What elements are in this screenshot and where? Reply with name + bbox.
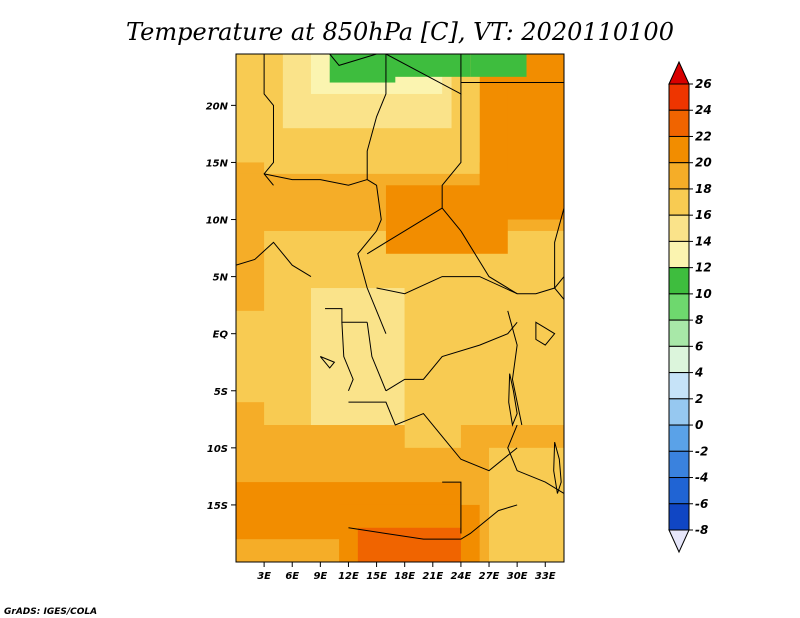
y-tick-label-10S: 10S: [207, 444, 228, 455]
lake-outline-1: [508, 373, 518, 427]
colorbar-box-1: [668, 109, 690, 137]
y-tick-label-5N: 5N: [213, 273, 229, 284]
grads-credit: GrADS: IGES/COLA: [4, 607, 97, 617]
colorbar-label-9: 8: [695, 313, 703, 327]
colorbar-label-11: 4: [694, 366, 703, 380]
colorbar-label-13: 0: [695, 418, 703, 432]
colorbar-box-16: [668, 503, 690, 531]
colorbar-box-12: [668, 398, 690, 426]
border-line-8: [366, 207, 443, 255]
colorbar-box-5: [668, 214, 690, 242]
plot-frame: [235, 53, 565, 563]
border-line-14: [366, 322, 387, 391]
x-tick-label-30E: 30E: [507, 571, 528, 582]
x-tick-label-24E: 24E: [451, 571, 472, 582]
lake-outlines: [319, 321, 562, 494]
border-line-19: [507, 424, 564, 494]
x-tick-label-33E: 33E: [535, 571, 556, 582]
colorbar-box-7: [668, 267, 690, 295]
colorbar-label-0: 26: [695, 77, 712, 91]
border-line-21: [507, 310, 523, 426]
y-axis: 20N 15N 10N 5N EQ 5S 10S 15S: [206, 101, 236, 512]
y-tick-label-EQ: EQ: [213, 330, 229, 341]
temperature-region-20: [357, 527, 461, 562]
x-tick-label-6E: 6E: [285, 571, 299, 582]
lake-outline-0: [535, 321, 556, 346]
colorbar-label-1: 24: [695, 103, 712, 117]
colorbar-label-7: 12: [695, 261, 712, 275]
border-line-6: [264, 173, 368, 186]
colorbar-label-3: 20: [695, 156, 712, 170]
temperature-regions: [236, 54, 564, 562]
lake-outline-2: [553, 442, 562, 494]
colorbar-label-8: 10: [695, 287, 712, 301]
lake-outline-3: [319, 356, 336, 369]
colorbar-bottom-arrow: [668, 529, 690, 554]
colorbar-box-2: [668, 135, 690, 164]
x-tick-label-15E: 15E: [366, 571, 387, 582]
x-tick-label-3E: 3E: [257, 571, 271, 582]
colorbar-box-6: [668, 240, 690, 269]
temperature-region-18: [489, 447, 564, 562]
border-line-20: [554, 207, 564, 300]
x-axis: 3E 6E 9E 12E 15E 18E 21E 24E 27E 30E 33E: [257, 562, 556, 582]
colorbar-box-10: [668, 345, 690, 374]
x-tick-label-27E: 27E: [479, 571, 500, 582]
temperature-region-14: [385, 54, 471, 77]
colorbar-label-12: 2: [695, 392, 703, 406]
temperature-region-9: [507, 82, 564, 174]
border-line-18: [442, 481, 462, 534]
y-tick-label-5S: 5S: [214, 387, 228, 398]
border-line-12: [325, 308, 368, 323]
border-line-0: [263, 54, 274, 186]
colorbar-box-3: [668, 162, 690, 190]
border-line-1: [329, 54, 377, 66]
y-tick-label-10N: 10N: [206, 216, 229, 227]
colorbar-box-15: [668, 477, 690, 505]
colorbar-label-10: 6: [695, 339, 703, 353]
colorbar-box-8: [668, 293, 690, 321]
border-line-15: [385, 321, 518, 392]
temperature-region-5: [404, 265, 518, 448]
border-line-13: [341, 322, 354, 391]
colorbar-label-15: -4: [695, 471, 708, 485]
y-tick-label-20N: 20N: [206, 101, 229, 112]
colorbar-label-6: 14: [695, 234, 712, 248]
colorbar-label-2: 22: [695, 129, 712, 143]
colorbar-label-17: -8: [695, 523, 708, 537]
border-line-7: [236, 241, 312, 278]
border-line-5: [441, 93, 462, 232]
y-tick-label-15N: 15N: [206, 158, 229, 169]
colorbar-label-4: 18: [695, 182, 712, 196]
country-borders: [236, 54, 564, 540]
colorbar-label-14: -2: [695, 444, 708, 458]
colorbar-top-arrow: [668, 60, 690, 85]
chart-title: Temperature at 850hPa [C], VT: 202011010…: [126, 18, 674, 46]
border-line-16: [348, 401, 518, 472]
border-line-11: [376, 276, 518, 295]
border-line-9: [357, 230, 387, 334]
colorbar-label-16: -6: [695, 497, 708, 511]
colorbar-box-11: [668, 372, 690, 400]
x-tick-label-12E: 12E: [338, 571, 359, 582]
y-tick-label-15S: 15S: [207, 501, 228, 512]
map-area: [236, 54, 564, 562]
border-line-17: [348, 504, 518, 540]
temperature-region-15: [470, 54, 527, 77]
colorbar-label-5: 16: [695, 208, 712, 222]
x-tick-label-9E: 9E: [313, 571, 327, 582]
colorbar-box-9: [668, 319, 690, 347]
colorbar-box-13: [668, 424, 690, 452]
x-tick-label-21E: 21E: [422, 571, 443, 582]
temperature-region-3: [236, 310, 293, 403]
border-line-10: [460, 230, 564, 295]
colorbar-box-0: [668, 83, 690, 111]
x-tick-label-18E: 18E: [394, 571, 415, 582]
colorbar-box-4: [668, 188, 690, 216]
border-line-4: [366, 54, 387, 232]
colorbar-box-14: [668, 450, 690, 479]
